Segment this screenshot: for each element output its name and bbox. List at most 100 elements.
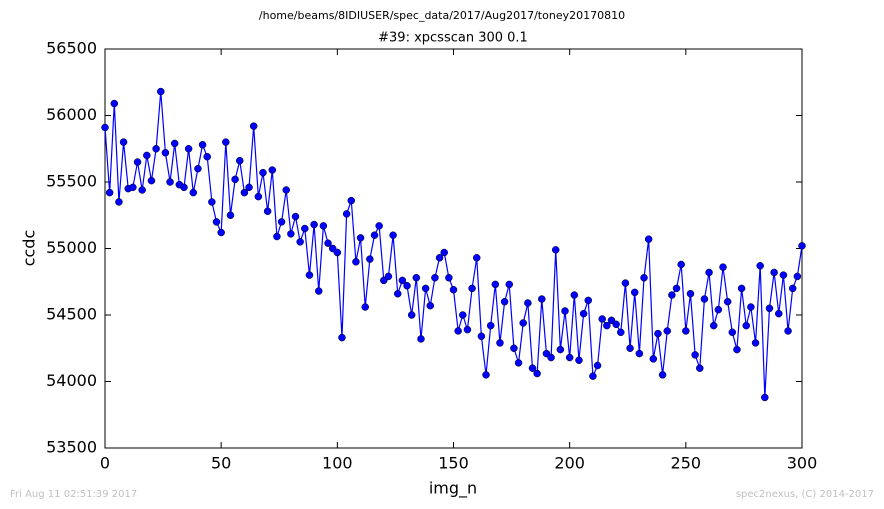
data-point	[747, 303, 755, 311]
data-point	[756, 262, 764, 270]
data-point	[203, 152, 211, 161]
data-point	[505, 280, 514, 289]
data-point	[180, 183, 188, 192]
data-point	[630, 288, 639, 297]
data-point	[347, 196, 356, 205]
data-point	[170, 139, 179, 148]
data-point	[277, 218, 286, 226]
data-point	[226, 211, 235, 219]
x-tick-label: 150	[438, 454, 469, 473]
data-point	[101, 123, 109, 132]
data-point	[644, 235, 653, 243]
data-point	[663, 327, 671, 335]
data-point	[612, 320, 620, 329]
footer-left: Fri Aug 11 02:51:39 2017	[10, 489, 137, 500]
data-point	[621, 279, 630, 287]
data-point	[282, 186, 290, 194]
data-point	[784, 327, 792, 335]
data-point	[626, 344, 634, 352]
data-point	[324, 239, 332, 247]
data-point	[700, 295, 709, 303]
data-point	[263, 207, 272, 216]
data-point	[115, 198, 123, 206]
data-point	[375, 222, 383, 230]
data-point	[440, 248, 448, 257]
data-point	[770, 268, 778, 277]
suptitle: /home/beams/8IDIUSER/spec_data/2017/Aug2…	[259, 9, 625, 22]
data-point	[463, 325, 472, 334]
y-tick-label: 56500	[46, 39, 97, 58]
data-point	[514, 359, 523, 367]
data-point	[161, 148, 170, 157]
data-point	[296, 238, 304, 246]
data-point	[184, 145, 193, 153]
data-point	[370, 231, 379, 239]
data-point	[565, 353, 574, 362]
data-point	[547, 353, 555, 362]
data-point	[649, 355, 658, 363]
data-point	[723, 297, 732, 306]
x-tick-label: 250	[671, 454, 702, 473]
data-point	[421, 284, 430, 293]
data-point	[319, 222, 328, 230]
data-point	[640, 274, 648, 282]
y-tick-label: 56000	[46, 105, 97, 124]
data-point	[273, 232, 281, 241]
data-point	[686, 289, 695, 298]
data-point	[147, 176, 156, 185]
data-point	[454, 327, 462, 335]
data-point	[570, 291, 579, 299]
data-point	[617, 328, 625, 337]
data-point	[412, 274, 421, 282]
data-point	[761, 393, 769, 402]
data-point	[291, 212, 300, 221]
data-point	[407, 311, 416, 319]
data-point	[751, 339, 760, 347]
data-point	[305, 271, 314, 279]
data-point	[556, 345, 565, 354]
data-point	[709, 321, 718, 330]
data-point	[672, 284, 681, 293]
data-point	[403, 281, 411, 290]
x-axis-label: img_n	[429, 479, 477, 499]
data-point	[157, 87, 165, 96]
data-point	[254, 192, 263, 201]
data-point	[468, 284, 476, 293]
data-point	[129, 183, 137, 192]
data-point	[352, 258, 360, 266]
data-point	[310, 220, 318, 229]
data-point	[584, 296, 593, 305]
data-point	[472, 254, 481, 262]
data-point	[398, 276, 407, 285]
x-tick-label: 50	[211, 454, 231, 473]
data-point	[366, 255, 374, 263]
data-point	[249, 122, 258, 130]
data-point	[742, 321, 750, 330]
data-point	[477, 332, 486, 341]
data-point	[166, 178, 174, 186]
data-point	[143, 151, 151, 160]
data-point	[449, 285, 458, 294]
data-point	[579, 309, 588, 318]
y-axis-label: ccdc	[20, 230, 39, 267]
data-point	[208, 198, 216, 206]
data-point	[212, 218, 221, 226]
data-point	[705, 268, 713, 277]
data-point	[491, 280, 500, 289]
data-point	[775, 309, 783, 318]
data-point	[384, 272, 393, 281]
data-point	[635, 349, 644, 358]
data-point	[236, 156, 244, 165]
data-point	[524, 299, 532, 307]
data-point	[765, 304, 774, 313]
data-point	[393, 289, 402, 298]
data-point	[733, 345, 741, 354]
data-point	[259, 168, 267, 177]
data-point	[496, 339, 504, 347]
data-point	[287, 230, 295, 238]
data-point	[779, 271, 788, 279]
data-point	[533, 369, 541, 378]
data-point	[356, 234, 365, 242]
data-point	[459, 311, 467, 319]
data-point	[301, 224, 309, 233]
